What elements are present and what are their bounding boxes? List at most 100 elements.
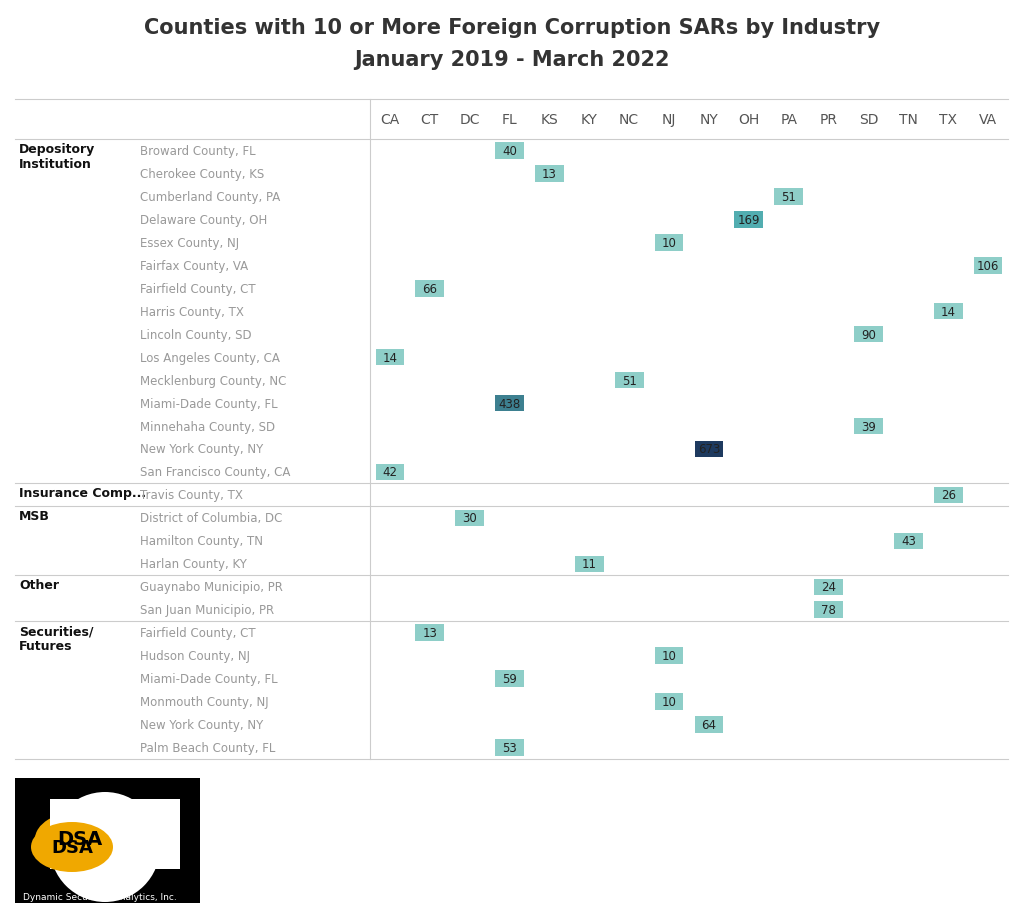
Bar (416, 281, 444, 297)
Bar (15, 778, 200, 903)
Text: FL: FL (502, 113, 517, 126)
Text: 43: 43 (901, 535, 915, 548)
Bar (774, 189, 803, 206)
Text: DSA: DSA (57, 830, 102, 849)
Text: KS: KS (541, 113, 558, 126)
Text: Minnehaha County, SD: Minnehaha County, SD (140, 420, 275, 433)
Text: SD: SD (859, 113, 879, 126)
Text: 11: 11 (582, 558, 597, 571)
Text: 14: 14 (941, 305, 955, 319)
Text: Hamilton County, TN: Hamilton County, TN (140, 535, 263, 548)
Bar (496, 143, 524, 160)
Text: 90: 90 (861, 329, 876, 341)
Text: 59: 59 (502, 673, 517, 685)
Text: Los Angeles County, CA: Los Angeles County, CA (140, 351, 280, 364)
Circle shape (37, 779, 173, 903)
Text: Miami-Dade County, FL: Miami-Dade County, FL (140, 397, 278, 410)
Text: Dynamic Securities Analytics, Inc.: Dynamic Securities Analytics, Inc. (24, 892, 177, 901)
Bar (614, 372, 643, 389)
Text: 106: 106 (977, 259, 999, 273)
Text: 14: 14 (382, 351, 397, 364)
Text: Fairfield County, CT: Fairfield County, CT (140, 283, 256, 295)
Text: Fairfield County, CT: Fairfield County, CT (140, 627, 256, 639)
Text: 438: 438 (499, 397, 520, 410)
Text: Travis County, TX: Travis County, TX (140, 489, 243, 502)
Text: Insurance Comp...: Insurance Comp... (19, 487, 146, 500)
Bar (654, 647, 683, 665)
Text: San Juan Municipio, PR: San Juan Municipio, PR (140, 603, 274, 617)
Text: Delaware County, OH: Delaware County, OH (140, 214, 267, 227)
Text: 53: 53 (502, 741, 517, 754)
Text: 39: 39 (861, 420, 876, 433)
Circle shape (50, 792, 160, 902)
Text: 26: 26 (941, 489, 955, 502)
Bar (536, 166, 564, 182)
Text: PA: PA (780, 113, 798, 126)
Text: DSA: DSA (51, 838, 93, 856)
Bar (854, 418, 883, 435)
Text: Monmouth County, NJ: Monmouth County, NJ (140, 695, 268, 708)
Text: Guaynabo Municipio, PR: Guaynabo Municipio, PR (140, 581, 283, 593)
Text: NJ: NJ (662, 113, 676, 126)
Text: 10: 10 (662, 649, 677, 663)
Bar (654, 235, 683, 251)
Bar (814, 579, 843, 595)
Bar (574, 556, 604, 573)
Text: DC: DC (460, 113, 480, 126)
Text: Fairfax County, VA: Fairfax County, VA (140, 259, 248, 273)
Text: January 2019 - March 2022: January 2019 - March 2022 (354, 50, 670, 70)
Text: Palm Beach County, FL: Palm Beach County, FL (140, 741, 275, 754)
Text: TN: TN (899, 113, 918, 126)
Bar (376, 349, 404, 366)
Bar (854, 327, 883, 343)
Ellipse shape (31, 822, 113, 872)
Text: PR: PR (819, 113, 838, 126)
Text: 10: 10 (662, 695, 677, 708)
Text: 78: 78 (821, 603, 836, 617)
Text: Other: Other (19, 579, 59, 591)
Bar (894, 533, 923, 550)
Text: Cherokee County, KS: Cherokee County, KS (140, 168, 264, 181)
Text: CT: CT (421, 113, 439, 126)
Text: Essex County, NJ: Essex County, NJ (140, 237, 240, 249)
Text: Counties with 10 or More Foreign Corruption SARs by Industry: Counties with 10 or More Foreign Corrupt… (144, 18, 880, 38)
Text: New York County, NY: New York County, NY (140, 718, 263, 731)
Text: San Francisco County, CA: San Francisco County, CA (140, 466, 291, 479)
Bar (734, 212, 763, 228)
Text: KY: KY (581, 113, 598, 126)
Bar (934, 303, 963, 321)
Text: NC: NC (620, 113, 639, 126)
Text: Hudson County, NJ: Hudson County, NJ (140, 649, 250, 663)
Bar (814, 601, 843, 619)
Bar (934, 487, 963, 504)
Text: 42: 42 (382, 466, 397, 479)
Bar (456, 510, 484, 526)
Text: 10: 10 (662, 237, 677, 249)
Text: VA: VA (979, 113, 997, 126)
Bar (50, 799, 180, 869)
Bar (694, 716, 723, 733)
Bar (654, 694, 683, 710)
Text: 64: 64 (701, 718, 717, 731)
Text: NY: NY (699, 113, 718, 126)
Text: Depository
Institution: Depository Institution (19, 143, 95, 171)
Text: Harlan County, KY: Harlan County, KY (140, 558, 247, 571)
Ellipse shape (35, 812, 125, 867)
Bar (694, 442, 723, 458)
Bar (496, 396, 524, 412)
Bar (496, 740, 524, 756)
Text: 13: 13 (422, 627, 437, 639)
Text: 51: 51 (781, 191, 796, 204)
Bar (496, 671, 524, 687)
Text: 24: 24 (821, 581, 836, 593)
Text: Securities/
Futures: Securities/ Futures (19, 625, 93, 653)
Text: Lincoln County, SD: Lincoln County, SD (140, 329, 252, 341)
Text: 13: 13 (542, 168, 557, 181)
Text: Broward County, FL: Broward County, FL (140, 144, 256, 158)
Text: CA: CA (380, 113, 399, 126)
Text: 169: 169 (737, 214, 760, 227)
Text: OH: OH (738, 113, 760, 126)
Text: Mecklenburg County, NC: Mecklenburg County, NC (140, 374, 287, 387)
Text: 30: 30 (462, 512, 477, 525)
Text: Miami-Dade County, FL: Miami-Dade County, FL (140, 673, 278, 685)
